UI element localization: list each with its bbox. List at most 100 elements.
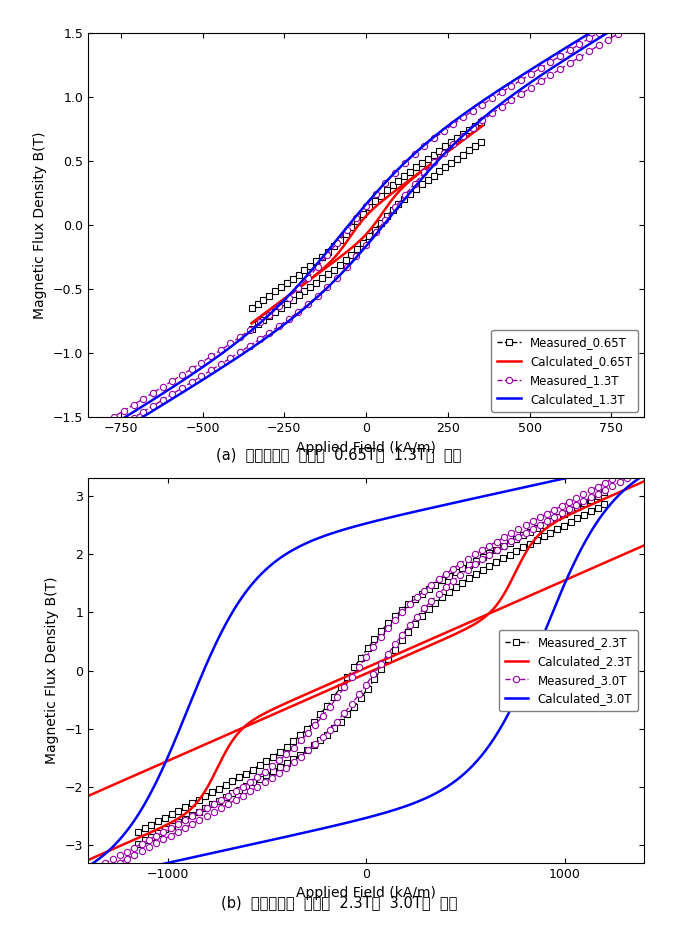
Calculated_1.3T [265,309,273,320]
Measured_0.65T [336,234,344,246]
Line: Measured_3.0T: Measured_3.0T [95,464,637,870]
Measured_0.65T [318,251,326,263]
Measured_0.65T [277,281,285,293]
Measured_0.65T [312,256,320,267]
Measured_3.0T [500,532,508,543]
Measured_0.65T [430,149,438,160]
Calculated_1.3T [485,91,494,102]
Measured_0.65T [418,158,426,169]
Measured_3.0T [630,461,638,473]
Calculated_1.3T [84,434,92,446]
Measured_2.3T [134,826,142,838]
Calculated_1.3T [434,129,442,140]
Calculated_1.3T [304,268,313,280]
Measured_0.65T [300,265,308,276]
Measured_2.3T [533,522,541,534]
Calculated_0.65T [442,147,450,159]
Calculated_0.65T [384,190,392,202]
Measured_1.3T [294,282,302,294]
Measured_3.0T [94,861,102,872]
Measured_0.65T [465,124,473,135]
Calculated_0.65T [478,120,486,131]
Measured_3.0T [521,520,530,531]
Calculated_0.65T [456,136,464,147]
Measured_0.65T [259,295,267,306]
Calculated_0.65T [385,190,393,202]
Measured_2.3T [600,487,608,498]
Measured_0.65T [289,273,297,284]
Measured_1.3T [226,338,235,349]
Calculated_0.65T [248,317,256,328]
Measured_0.65T [424,154,432,165]
Line: Measured_1.3T: Measured_1.3T [102,12,631,426]
Calculated_3.0T [640,455,648,466]
Calculated_1.3T [488,89,496,100]
Measured_0.65T [377,189,385,201]
Measured_0.65T [342,229,350,240]
Measured_0.65T [477,116,485,128]
Measured_0.65T [400,171,408,182]
Text: (b)  자속밀도의  크기가  2.3T와  3.0T인  경우: (b) 자속밀도의 크기가 2.3T와 3.0T인 경우 [221,895,457,910]
Measured_1.3T [100,416,108,428]
Measured_0.65T [382,185,391,196]
Legend: Measured_0.65T, Calculated_0.65T, Measured_1.3T, Calculated_1.3T: Measured_0.65T, Calculated_0.65T, Measur… [492,330,638,412]
Measured_2.3T [242,768,250,779]
Measured_0.65T [441,141,450,152]
Measured_3.0T [138,839,146,850]
Measured_0.65T [435,145,443,157]
Measured_0.65T [330,240,338,251]
Measured_0.65T [471,120,479,131]
Calculated_2.3T [118,776,126,787]
Calculated_3.0T [84,861,92,872]
Measured_0.65T [459,129,467,140]
Text: (a)  자속밀도의  크기가  0.65T와  1.3T인  경우: (a) 자속밀도의 크기가 0.65T와 1.3T인 경우 [216,447,462,462]
Measured_3.0T [572,492,580,504]
Calculated_3.0T [422,504,430,515]
Measured_1.3T [624,9,632,21]
Measured_2.3T [276,747,284,758]
Calculated_2.3T [640,476,648,487]
Measured_0.65T [265,290,273,301]
Calculated_1.3T [151,393,159,404]
Calculated_3.0T [118,831,126,842]
Measured_0.65T [359,208,367,219]
Measured_1.3T [614,15,622,26]
Calculated_3.0T [407,507,415,518]
Measured_2.3T [391,611,399,622]
Measured_0.65T [353,215,361,226]
Measured_0.65T [412,162,420,174]
Measured_0.65T [283,278,291,289]
Calculated_2.3T [563,510,571,522]
X-axis label: Applied Field (kA/m): Applied Field (kA/m) [296,886,436,900]
Measured_0.65T [247,302,256,313]
Measured_0.65T [395,175,403,187]
Calculated_0.65T [388,187,397,198]
Line: Calculated_0.65T: Calculated_0.65T [252,126,482,324]
Measured_3.0T [536,512,544,523]
Line: Measured_0.65T: Measured_0.65T [249,118,483,311]
Line: Calculated_2.3T: Calculated_2.3T [88,481,644,796]
Y-axis label: Magnetic Flux Density B(T): Magnetic Flux Density B(T) [45,577,60,764]
Measured_0.65T [254,298,262,310]
Line: Calculated_1.3T: Calculated_1.3T [88,0,644,440]
Measured_1.3T [159,381,167,392]
Line: Measured_2.3T: Measured_2.3T [135,490,607,835]
Measured_0.65T [371,196,379,207]
Calculated_3.0T [563,472,571,483]
Calculated_2.3T [407,648,415,659]
Measured_0.65T [365,202,373,213]
Measured_1.3T [565,45,574,56]
Line: Calculated_3.0T: Calculated_3.0T [88,461,644,867]
Measured_1.3T [197,357,205,369]
Calculated_1.3T [640,0,648,6]
Measured_0.65T [453,132,461,144]
Calculated_0.65T [247,318,256,329]
Calculated_2.3T [438,634,446,645]
Measured_0.65T [306,260,315,271]
Y-axis label: Magnetic Flux Density B(T): Magnetic Flux Density B(T) [33,131,47,319]
Measured_2.3T [526,526,534,537]
Measured_0.65T [294,269,302,280]
Calculated_2.3T [84,791,92,802]
Legend: Measured_2.3T, Calculated_2.3T, Measured_3.0T, Calculated_3.0T: Measured_2.3T, Calculated_2.3T, Measured… [499,630,638,711]
Calculated_2.3T [506,578,514,589]
